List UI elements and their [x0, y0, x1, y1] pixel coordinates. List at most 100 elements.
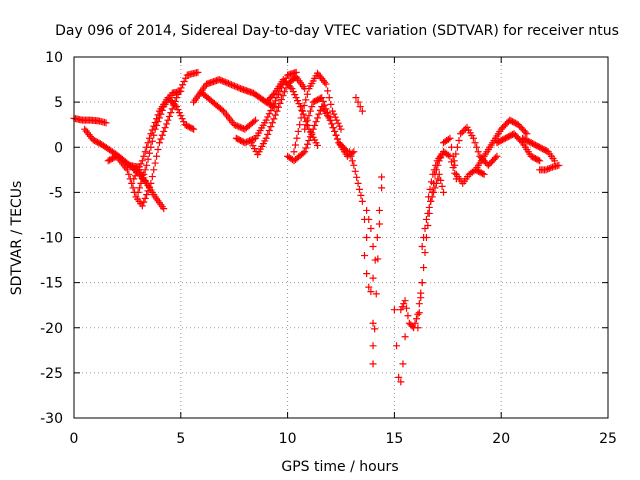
data-point-marker: [300, 102, 308, 110]
data-point-marker: [298, 106, 306, 114]
x-axis-label: GPS time / hours: [281, 459, 398, 475]
data-point-marker: [547, 164, 555, 172]
data-point-marker: [474, 148, 482, 156]
data-point-marker: [182, 74, 190, 82]
data-point-marker: [432, 161, 440, 169]
data-point-marker: [356, 103, 364, 111]
data-point-marker: [294, 127, 302, 135]
data-point-marker: [264, 130, 272, 138]
data-point-marker: [363, 270, 371, 278]
y-tick-label: -20: [40, 321, 63, 337]
data-point-marker: [473, 143, 481, 151]
data-point-marker: [163, 120, 171, 128]
data-point-marker: [239, 125, 247, 133]
data-point-marker: [138, 202, 146, 210]
data-point-marker: [232, 83, 240, 91]
y-axis-label: SDTVAR / TECUs: [9, 181, 25, 296]
data-point-marker: [276, 99, 284, 107]
data-point-marker: [227, 81, 235, 89]
data-point-marker: [289, 88, 297, 96]
data-point-marker: [279, 92, 287, 100]
data-point-marker: [309, 125, 317, 133]
data-point-marker: [347, 152, 355, 160]
y-tick-label: -30: [40, 411, 63, 427]
data-point-marker: [130, 175, 138, 183]
data-point-marker: [444, 135, 452, 143]
data-point-marker: [398, 303, 406, 311]
data-point-marker: [360, 252, 368, 260]
data-point-marker: [354, 98, 362, 106]
data-point-marker: [308, 103, 316, 111]
data-point-marker: [297, 114, 305, 122]
data-point-marker: [291, 91, 299, 99]
y-tick-label: -15: [40, 276, 63, 292]
data-point-marker: [173, 103, 181, 111]
data-point-marker: [404, 312, 412, 320]
data-point-marker: [223, 79, 231, 87]
data-point-marker: [131, 172, 139, 180]
data-point-marker: [450, 157, 458, 165]
x-tick-label: 20: [492, 431, 510, 447]
data-point-marker: [295, 100, 303, 108]
data-point-marker: [249, 136, 257, 144]
data-point-marker: [175, 109, 183, 117]
data-point-marker: [137, 179, 145, 187]
data-point-marker: [551, 157, 559, 165]
data-point-marker: [363, 206, 371, 214]
data-point-marker: [140, 170, 148, 178]
tick-labels: 0 5 10 15 20 25 10 5 0 -5 -10 -15 -20 -25 -30: [40, 50, 617, 447]
data-point-marker: [250, 117, 258, 125]
data-point-marker: [277, 96, 285, 104]
data-point-marker: [544, 165, 552, 173]
data-point-marker: [134, 188, 142, 196]
data-point-marker: [421, 249, 429, 257]
data-point-marker: [235, 123, 243, 131]
data-point-marker: [302, 121, 310, 129]
data-point-marker: [331, 113, 339, 121]
data-point-marker: [111, 153, 119, 161]
data-point-marker: [453, 143, 461, 151]
data-point-marker: [270, 100, 278, 108]
data-point-marker: [324, 87, 332, 95]
data-point-marker: [365, 215, 373, 223]
data-point-marker: [123, 166, 131, 174]
data-point-marker: [319, 97, 327, 105]
data-point-marker: [141, 148, 149, 156]
data-point-marker: [220, 77, 228, 85]
data-point-marker: [141, 194, 149, 202]
data-point-marker: [217, 76, 225, 84]
data-point-marker: [328, 120, 336, 128]
data-point-marker: [157, 135, 165, 143]
data-point-marker: [446, 134, 454, 142]
data-point-marker: [299, 107, 307, 115]
chart-title: Day 096 of 2014, Sidereal Day-to-day VTE…: [55, 23, 619, 39]
data-point-marker: [543, 147, 551, 155]
data-point-marker: [294, 97, 302, 105]
data-point-marker: [270, 115, 278, 123]
data-point-marker: [235, 84, 243, 92]
data-point-marker: [363, 234, 371, 241]
data-point-marker: [268, 103, 276, 111]
data-point-marker: [224, 79, 232, 87]
data-point-marker: [417, 294, 425, 302]
data-point-marker: [330, 110, 338, 118]
data-point-marker: [326, 116, 334, 124]
data-point-marker: [414, 324, 422, 332]
data-point-marker: [536, 157, 544, 165]
data-point-marker: [218, 77, 226, 85]
data-point-marker: [353, 173, 361, 181]
data-point-marker: [401, 333, 409, 341]
data-point-marker: [521, 128, 529, 136]
data-point-marker: [390, 306, 398, 314]
data-point-marker: [271, 97, 279, 105]
data-point-marker: [174, 106, 182, 114]
data-point-marker: [327, 100, 335, 108]
data-point-marker: [427, 197, 435, 205]
data-point-marker: [346, 148, 354, 156]
data-point-marker: [177, 112, 185, 120]
data-point-marker: [311, 121, 319, 129]
data-point-marker: [403, 304, 411, 312]
plot-area-frame: [73, 56, 609, 419]
data-point-marker: [378, 184, 386, 192]
